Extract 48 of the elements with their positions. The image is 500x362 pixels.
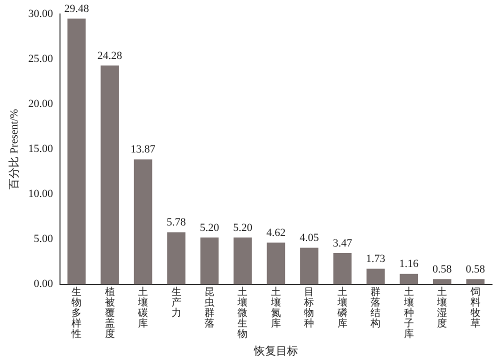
y-tick-label: 5.00 bbox=[34, 233, 54, 246]
x-tick-label: 土壤种子库 bbox=[402, 286, 414, 340]
data-label: 3.47 bbox=[332, 237, 353, 250]
x-tick-label: 昆虫群落 bbox=[204, 287, 215, 330]
x-tick-label: 土壤微生物 bbox=[236, 286, 248, 340]
y-axis-title: 百分比 Present/% bbox=[7, 108, 20, 190]
x-tick-label: 饲料牧草 bbox=[469, 287, 480, 330]
bar bbox=[333, 253, 352, 284]
bar bbox=[433, 279, 452, 284]
x-tick-label: 目标物种 bbox=[303, 287, 314, 330]
data-label: 5.20 bbox=[200, 222, 220, 234]
x-tick-label: 土壤磷库 bbox=[336, 286, 348, 330]
bar bbox=[67, 18, 86, 284]
x-tick-label: 土壤氮库 bbox=[270, 286, 281, 330]
bar bbox=[300, 248, 318, 284]
x-tick-label: 生产力 bbox=[171, 286, 182, 320]
data-label: 1.16 bbox=[399, 258, 420, 270]
y-tick-label: 10.00 bbox=[28, 188, 54, 200]
data-label: 29.48 bbox=[64, 3, 90, 16]
x-tick-label: 土壤湿度 bbox=[436, 286, 448, 330]
y-tick-label: 30.00 bbox=[28, 8, 54, 20]
y-tick-label: 25.00 bbox=[28, 52, 54, 65]
data-label: 1.73 bbox=[366, 253, 386, 266]
bar bbox=[167, 232, 186, 284]
x-tick-label: 生物多样性 bbox=[70, 286, 82, 340]
bar bbox=[366, 268, 385, 284]
x-tick-label: 植被覆盖度 bbox=[104, 286, 115, 340]
bar bbox=[100, 66, 119, 284]
data-label: 4.62 bbox=[266, 227, 286, 240]
bar bbox=[466, 279, 485, 284]
y-tick-label: 0.00 bbox=[34, 278, 54, 290]
x-tick-label: 土壤碳库 bbox=[137, 286, 148, 330]
y-tick-label: 20.00 bbox=[28, 98, 54, 110]
bar bbox=[234, 237, 252, 284]
data-label: 24.28 bbox=[97, 50, 123, 62]
x-tick-label: 群落结构 bbox=[370, 286, 381, 330]
data-label: 0.58 bbox=[466, 263, 486, 276]
bar bbox=[134, 159, 152, 284]
bar bbox=[266, 242, 286, 284]
bar bbox=[200, 237, 219, 284]
data-label: 5.20 bbox=[233, 222, 253, 234]
data-label: 4.05 bbox=[300, 232, 320, 244]
bar bbox=[400, 274, 418, 284]
data-label: 0.58 bbox=[432, 263, 452, 276]
data-label: 13.87 bbox=[130, 144, 156, 156]
x-axis-title: 恢复目标 bbox=[252, 345, 298, 358]
y-tick-label: 15.00 bbox=[28, 143, 54, 156]
data-label: 5.78 bbox=[166, 216, 186, 229]
